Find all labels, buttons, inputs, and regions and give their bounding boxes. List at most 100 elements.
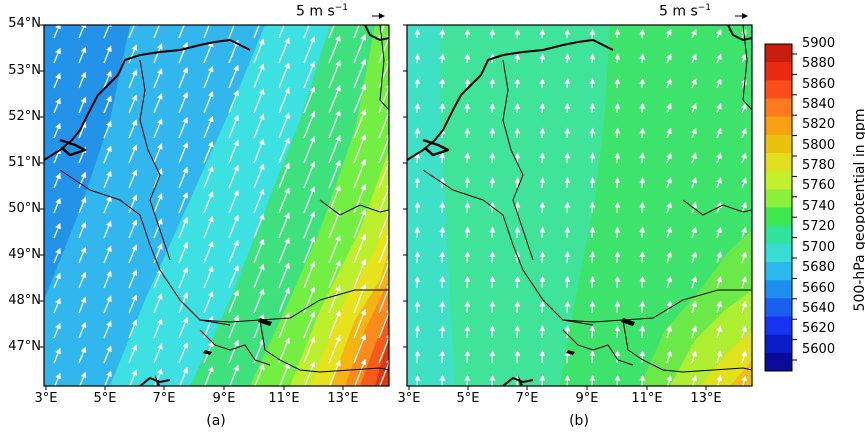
- wind-arrow: [639, 226, 646, 239]
- wind-arrow: [464, 374, 471, 386]
- wind-arrow: [178, 316, 188, 339]
- wind-arrow: [639, 374, 646, 386]
- lon-label-b-3: 3°E: [397, 391, 421, 406]
- lon-label-a-5: 5°E: [93, 391, 117, 406]
- wind-arrow: [691, 300, 697, 314]
- wind-arrow: [414, 275, 421, 289]
- wind-arrow: [614, 127, 621, 139]
- wind-arrow: [716, 300, 722, 314]
- wind-arrow: [128, 94, 138, 114]
- wind-arrow: [353, 83, 367, 114]
- wind-arrow: [666, 28, 672, 39]
- colorbar-tick-5680: 5680: [802, 260, 836, 275]
- wind-arrow: [378, 82, 389, 114]
- lon-label-a-3: 3°E: [34, 391, 58, 406]
- wind-arrow: [178, 291, 188, 314]
- colorbar-tick-5880: 5880: [802, 56, 836, 71]
- wind-arrow: [203, 40, 214, 64]
- wind-arrow: [178, 166, 188, 189]
- ticks: [40, 24, 707, 390]
- wind-arrow: [203, 265, 214, 289]
- wind-arrow: [489, 102, 496, 114]
- wind-arrow: [278, 337, 290, 364]
- wind-arrow: [741, 226, 747, 239]
- wind-arrow: [128, 319, 138, 339]
- wind-arrow: [153, 268, 163, 289]
- wind-arrow: [278, 37, 290, 64]
- wind-arrow: [666, 275, 672, 289]
- wind-arrow: [564, 350, 571, 364]
- wind-arrow: [691, 226, 697, 239]
- field-5880: [375, 340, 389, 386]
- wind-arrow: [153, 68, 163, 89]
- wind-arrow: [589, 53, 596, 64]
- wind-arrow: [539, 53, 546, 64]
- wind-arrow: [489, 53, 496, 64]
- lat-label-54: 54°N: [8, 16, 41, 31]
- wind-arrow: [741, 300, 747, 314]
- wind-arrow: [691, 177, 697, 189]
- wind-arrow: [353, 258, 367, 289]
- wind-arrow: [589, 176, 596, 189]
- field-5800b: [700, 330, 752, 386]
- colorbar-title: 500-hPa geopotential in gpm: [852, 108, 865, 312]
- wind-arrow: [691, 127, 697, 139]
- wind-arrow: [691, 201, 697, 214]
- wind-arrow: [328, 285, 341, 314]
- wind-arrow: [614, 300, 621, 314]
- wind-arrow: [414, 102, 421, 114]
- wind-arrow: [278, 137, 290, 164]
- wind-arrow: [514, 325, 521, 339]
- colorbar-segment: [765, 352, 792, 372]
- wind-arrow: [741, 53, 747, 64]
- wind-arrow: [716, 152, 722, 164]
- wind-arrow: [539, 127, 546, 139]
- wind-arrow: [716, 325, 722, 339]
- wind-arrow: [303, 186, 316, 214]
- wind-arrow: [103, 295, 112, 314]
- wind-arrow: [439, 28, 446, 39]
- wind-arrow: [153, 243, 163, 264]
- wind-arrow: [716, 374, 723, 386]
- wind-arrow: [278, 212, 290, 239]
- wind-arrow: [716, 251, 722, 264]
- wind-arrow: [741, 102, 747, 114]
- wind-arrow: [489, 374, 496, 386]
- wind-arrow: [128, 294, 138, 314]
- wind-arrow: [253, 238, 265, 264]
- wind-arrow: [564, 201, 571, 214]
- colorbar-segment: [765, 189, 792, 208]
- wind-arrow: [666, 53, 672, 64]
- wind-arrow: [253, 88, 265, 114]
- wind-arrow: [489, 251, 496, 264]
- wind-arrow: [514, 28, 521, 39]
- wind-arrow: [203, 215, 214, 239]
- wind-arrow: [589, 300, 596, 314]
- colorbar-tick-5860: 5860: [802, 77, 836, 92]
- wind-arrow: [304, 361, 316, 386]
- wind-arrow: [128, 25, 138, 39]
- wind-arrow: [328, 335, 341, 364]
- colorbar-tick-5720: 5720: [802, 219, 836, 234]
- wind-arrow: [639, 176, 646, 189]
- wind-arrow: [53, 122, 61, 139]
- wind-arrow: [614, 251, 621, 264]
- wind-arrow: [464, 275, 471, 289]
- wind-arrow: [128, 269, 138, 289]
- wind-arrow: [278, 62, 290, 89]
- scale-label-b: 5 m s−1: [659, 3, 712, 20]
- wind-arrow: [78, 196, 87, 214]
- wind-arrow: [716, 226, 722, 239]
- wind-arrow: [254, 363, 265, 386]
- wind-arrow: [378, 57, 389, 89]
- lat-label-49: 49°N: [8, 247, 41, 262]
- wind-arrow: [353, 158, 367, 189]
- wind-arrow: [354, 358, 367, 386]
- wind-arrow: [539, 176, 546, 189]
- colorbar-tick-5620: 5620: [802, 321, 836, 336]
- wind-arrow: [464, 102, 471, 114]
- wind-arrow: [414, 300, 421, 314]
- wind-arrow: [178, 266, 188, 289]
- wind-arrow: [103, 320, 112, 339]
- wind-arrow: [153, 343, 163, 364]
